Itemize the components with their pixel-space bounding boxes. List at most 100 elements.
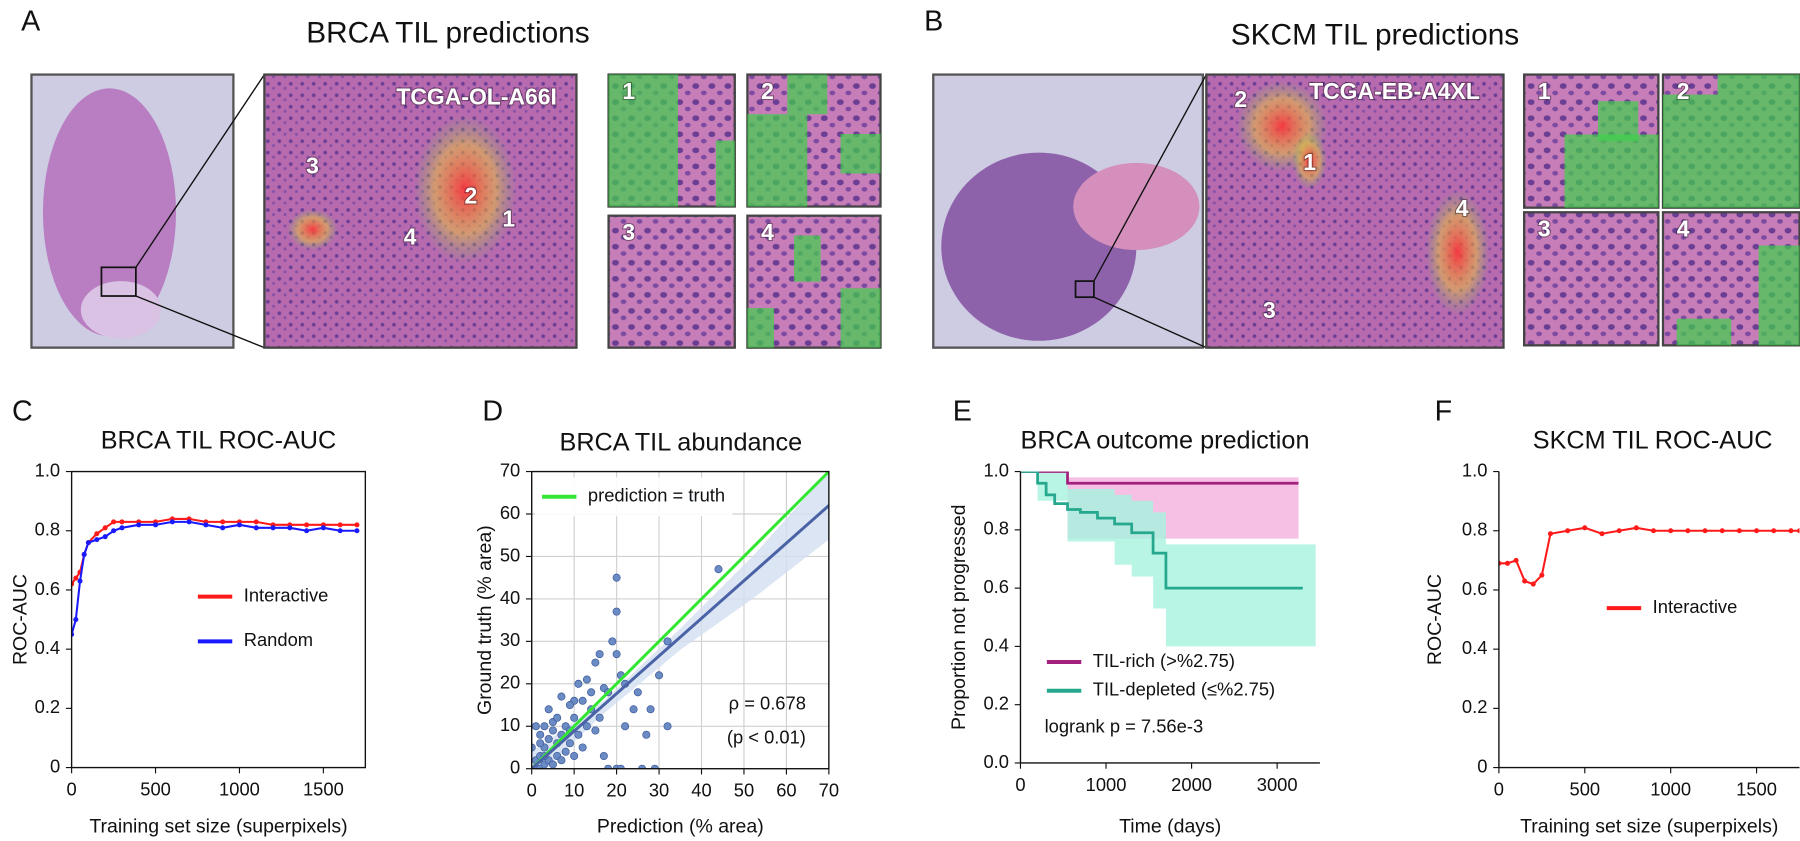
y-tick-label: 0 [50, 755, 60, 776]
scatter-point [531, 722, 540, 731]
tile-label: 4 [761, 219, 774, 245]
zoom-connector [135, 74, 265, 268]
data-point [203, 522, 209, 528]
region-label: 2 [465, 182, 478, 208]
scatter-point [570, 713, 579, 722]
panel-letter: D [482, 396, 503, 428]
scatter-point [578, 743, 587, 752]
data-point [270, 525, 276, 531]
chart-title: SKCM TIL ROC-AUC [1533, 426, 1773, 454]
scatter-point [544, 734, 553, 744]
x-tick-label: 1000 [1086, 774, 1127, 795]
x-axis-label: Prediction (% area) [597, 815, 764, 837]
chart: C BRCA TIL ROC-AUC Training set size (supe… [9, 396, 367, 837]
plot-area [1020, 471, 1316, 647]
data-point [220, 519, 226, 525]
chart-title: BRCA outcome prediction [1021, 426, 1310, 454]
scatter-point [531, 743, 536, 752]
region-label: 4 [1456, 195, 1469, 221]
plot-area [71, 516, 360, 637]
data-point [111, 519, 117, 525]
til-patch [715, 140, 735, 207]
x-tick-label: 60 [776, 780, 796, 801]
y-tick-label: 0.4 [35, 637, 61, 658]
x-tick-label: 0 [1015, 774, 1025, 795]
data-point [304, 528, 310, 534]
x-axis-label: Training set size (superpixels) [1520, 815, 1778, 837]
chart: E BRCA outcome prediction Time (days) Propo… [948, 396, 1320, 837]
scatter-point [548, 760, 557, 769]
scatter-point [612, 573, 621, 582]
data-point [337, 528, 343, 534]
til-patch [1564, 134, 1659, 208]
scatter-point [540, 722, 549, 731]
scatter-point [595, 713, 604, 722]
data-point [111, 528, 117, 534]
y-axis-label: ROC-AUC [1424, 574, 1446, 665]
til-heatmap [1425, 189, 1490, 316]
scatter-point [553, 713, 562, 722]
series-line [71, 520, 357, 635]
data-point [85, 540, 91, 546]
x-tick-label: 0 [1494, 778, 1504, 799]
legend-label: Random [244, 629, 313, 650]
y-tick-label: 50 [500, 544, 520, 565]
scatter-point [565, 701, 574, 710]
y-tick-label: 20 [500, 672, 520, 693]
til-patch [1597, 101, 1639, 142]
x-tick-label: 40 [691, 780, 711, 801]
x-tick-label: 10 [564, 780, 584, 801]
scatter-point [599, 751, 608, 760]
y-axis-label: ROC-AUC [9, 574, 31, 665]
series-line [1498, 526, 1800, 586]
scatter-point [582, 722, 591, 731]
data-point [220, 525, 226, 531]
scatter-point [591, 726, 600, 735]
til-patch [608, 74, 678, 207]
legend-label: TIL-depleted (≤%2.75) [1093, 679, 1275, 700]
scatter-point [595, 650, 604, 659]
scatter-point [557, 692, 566, 701]
y-tick-label: 0.8 [1462, 519, 1488, 540]
scatter-point [587, 688, 596, 697]
tile-label: 3 [1538, 216, 1551, 242]
y-tick-label: 0.6 [1462, 578, 1488, 599]
data-point [94, 537, 100, 543]
data-point [1788, 528, 1794, 534]
data-point [1754, 528, 1760, 534]
zoom-connector [1093, 74, 1207, 282]
region-label: 3 [1263, 297, 1276, 323]
scatter-point [574, 730, 583, 739]
scatter-point [612, 607, 621, 616]
data-point [1796, 528, 1800, 534]
scatter-point [570, 751, 579, 760]
data-point [1616, 528, 1622, 534]
til-patch [1676, 318, 1732, 346]
y-axis-label: Ground truth (% area) [474, 525, 496, 715]
data-point [1633, 525, 1639, 531]
data-point [1650, 528, 1657, 534]
axes-frame [531, 470, 830, 770]
scatter-point [629, 705, 638, 714]
data-point [236, 522, 242, 528]
til-heatmap [1292, 131, 1327, 190]
data-point [1547, 531, 1553, 537]
data-point [1771, 528, 1777, 534]
y-tick-label: 1.0 [35, 459, 61, 480]
til-patch [1758, 245, 1800, 346]
y-tick-label: 0.2 [983, 693, 1009, 714]
y-tick-label: 0 [1477, 755, 1487, 776]
y-tick-label: 0.0 [983, 751, 1009, 772]
data-point [253, 525, 259, 531]
y-tick-label: 0.2 [1462, 696, 1488, 717]
x-axis-label: Training set size (superpixels) [89, 815, 347, 837]
legend-label: Interactive [1653, 596, 1738, 617]
data-point [94, 531, 100, 537]
annotation: logrank p = 7.56e-3 [1045, 715, 1204, 736]
data-point [354, 528, 360, 534]
panel-title: BRCA TIL predictions [306, 16, 590, 49]
x-tick-label: 1000 [1650, 778, 1691, 799]
y-tick-label: 0.8 [35, 519, 61, 540]
zoom-box [100, 266, 137, 297]
y-tick-label: 30 [500, 629, 520, 650]
